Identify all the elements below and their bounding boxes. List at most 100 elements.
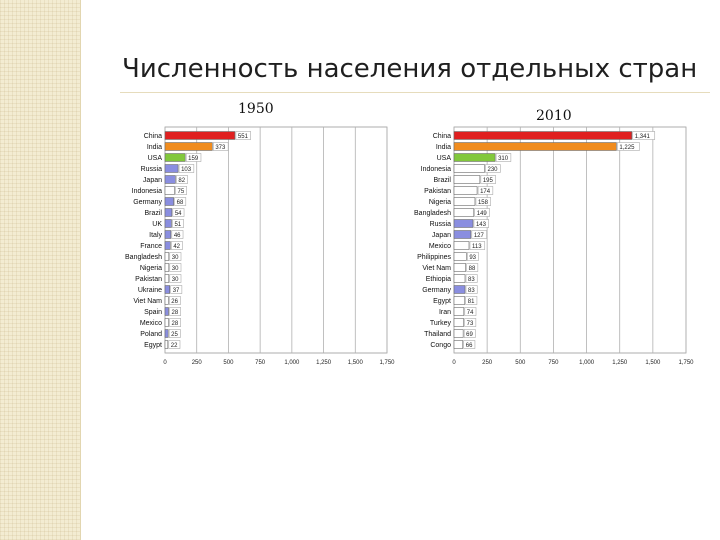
category-label: Iran xyxy=(439,309,451,316)
category-label: China xyxy=(144,133,162,140)
x-tick-label: 1,000 xyxy=(579,360,595,366)
bar xyxy=(164,175,176,184)
category-label: Indonesia xyxy=(421,166,451,173)
bar xyxy=(453,131,633,140)
category-label: Viet Nam xyxy=(133,298,162,305)
bar xyxy=(164,296,169,305)
data-label-box xyxy=(632,131,656,140)
category-label: Pakistan xyxy=(424,188,451,195)
data-label: 113 xyxy=(472,244,482,250)
data-label-box xyxy=(466,263,479,272)
plot-frame xyxy=(164,126,388,354)
data-label: 46 xyxy=(174,233,181,239)
category-label: Mexico xyxy=(429,243,451,250)
data-label: 1,225 xyxy=(619,145,635,151)
x-tick-label: 1,750 xyxy=(379,360,395,366)
bar xyxy=(453,296,466,305)
data-label-box xyxy=(617,142,640,151)
x-tick-label: 500 xyxy=(223,360,234,366)
bar xyxy=(164,153,186,162)
bar xyxy=(164,307,169,316)
x-tick-label: 750 xyxy=(548,360,559,366)
data-label: 81 xyxy=(468,299,475,305)
data-label: 551 xyxy=(238,134,249,140)
data-label-box xyxy=(464,307,477,316)
data-label-box xyxy=(485,164,501,173)
x-tick-label: 250 xyxy=(482,360,493,366)
bar xyxy=(453,274,466,283)
category-label: Egypt xyxy=(144,342,162,349)
data-label: 88 xyxy=(469,266,476,272)
data-label: 82 xyxy=(178,178,185,184)
data-label-box xyxy=(178,164,195,173)
data-label-box xyxy=(174,197,187,206)
category-label: Ethiopia xyxy=(426,276,451,283)
data-label-box xyxy=(169,318,182,327)
data-label: 93 xyxy=(469,255,476,261)
bar xyxy=(453,175,481,184)
bar xyxy=(164,164,179,173)
data-label: 30 xyxy=(172,255,179,261)
category-label: Bangladesh xyxy=(414,210,451,217)
data-label: 30 xyxy=(172,277,179,283)
data-label: 195 xyxy=(483,178,494,184)
bar xyxy=(164,230,172,239)
data-label: 54 xyxy=(175,211,182,217)
category-label: Ukraine xyxy=(138,287,162,294)
bar xyxy=(453,219,474,228)
chart-title-1950: 1950 xyxy=(238,101,274,117)
data-label: 143 xyxy=(476,222,487,228)
data-label-box xyxy=(169,307,182,316)
data-label: 158 xyxy=(478,200,489,206)
bar xyxy=(164,329,169,338)
category-label: Poland xyxy=(140,331,162,338)
category-label: Brazil xyxy=(433,177,451,184)
data-label-box xyxy=(477,186,494,195)
data-label: 22 xyxy=(171,343,178,349)
bar xyxy=(453,241,470,250)
category-label: China xyxy=(433,133,451,140)
bar xyxy=(453,142,617,151)
bar xyxy=(453,307,465,316)
bar xyxy=(453,329,464,338)
data-label-box xyxy=(463,329,476,338)
bar xyxy=(453,230,472,239)
category-label: Philippines xyxy=(417,254,451,261)
data-label: 127 xyxy=(474,233,485,239)
category-label: Bangladesh xyxy=(125,254,162,261)
data-label: 75 xyxy=(178,189,185,195)
x-tick-label: 1,250 xyxy=(316,360,332,366)
category-label: Japan xyxy=(143,177,162,184)
data-label: 69 xyxy=(466,332,473,338)
category-label: Japan xyxy=(432,232,451,239)
category-label: Brazil xyxy=(144,210,162,217)
category-label: France xyxy=(140,243,162,250)
data-label-box xyxy=(171,230,184,239)
bar xyxy=(164,197,174,206)
x-tick-label: 250 xyxy=(192,360,203,366)
x-tick-label: 0 xyxy=(163,360,167,366)
x-tick-label: 1,500 xyxy=(645,360,661,366)
data-label: 73 xyxy=(467,321,474,327)
slide-title: Численность населения отдельных стран xyxy=(122,54,698,84)
data-label: 68 xyxy=(177,200,184,206)
data-label-box xyxy=(172,219,184,228)
data-label-box xyxy=(467,252,479,261)
data-label: 373 xyxy=(215,145,226,151)
bar xyxy=(164,274,170,283)
category-label: Pakistan xyxy=(135,276,162,283)
bar xyxy=(164,241,171,250)
bar xyxy=(453,285,466,294)
category-label: Mexico xyxy=(140,320,162,327)
data-label: 51 xyxy=(174,222,181,228)
data-label-box xyxy=(473,219,490,228)
title-underline xyxy=(120,92,710,93)
data-label-box xyxy=(171,241,183,250)
category-label: USA xyxy=(437,155,452,162)
data-label-box xyxy=(463,340,476,349)
category-label: India xyxy=(436,144,451,151)
x-tick-label: 1,250 xyxy=(612,360,628,366)
bar xyxy=(453,153,496,162)
bar xyxy=(164,186,175,195)
